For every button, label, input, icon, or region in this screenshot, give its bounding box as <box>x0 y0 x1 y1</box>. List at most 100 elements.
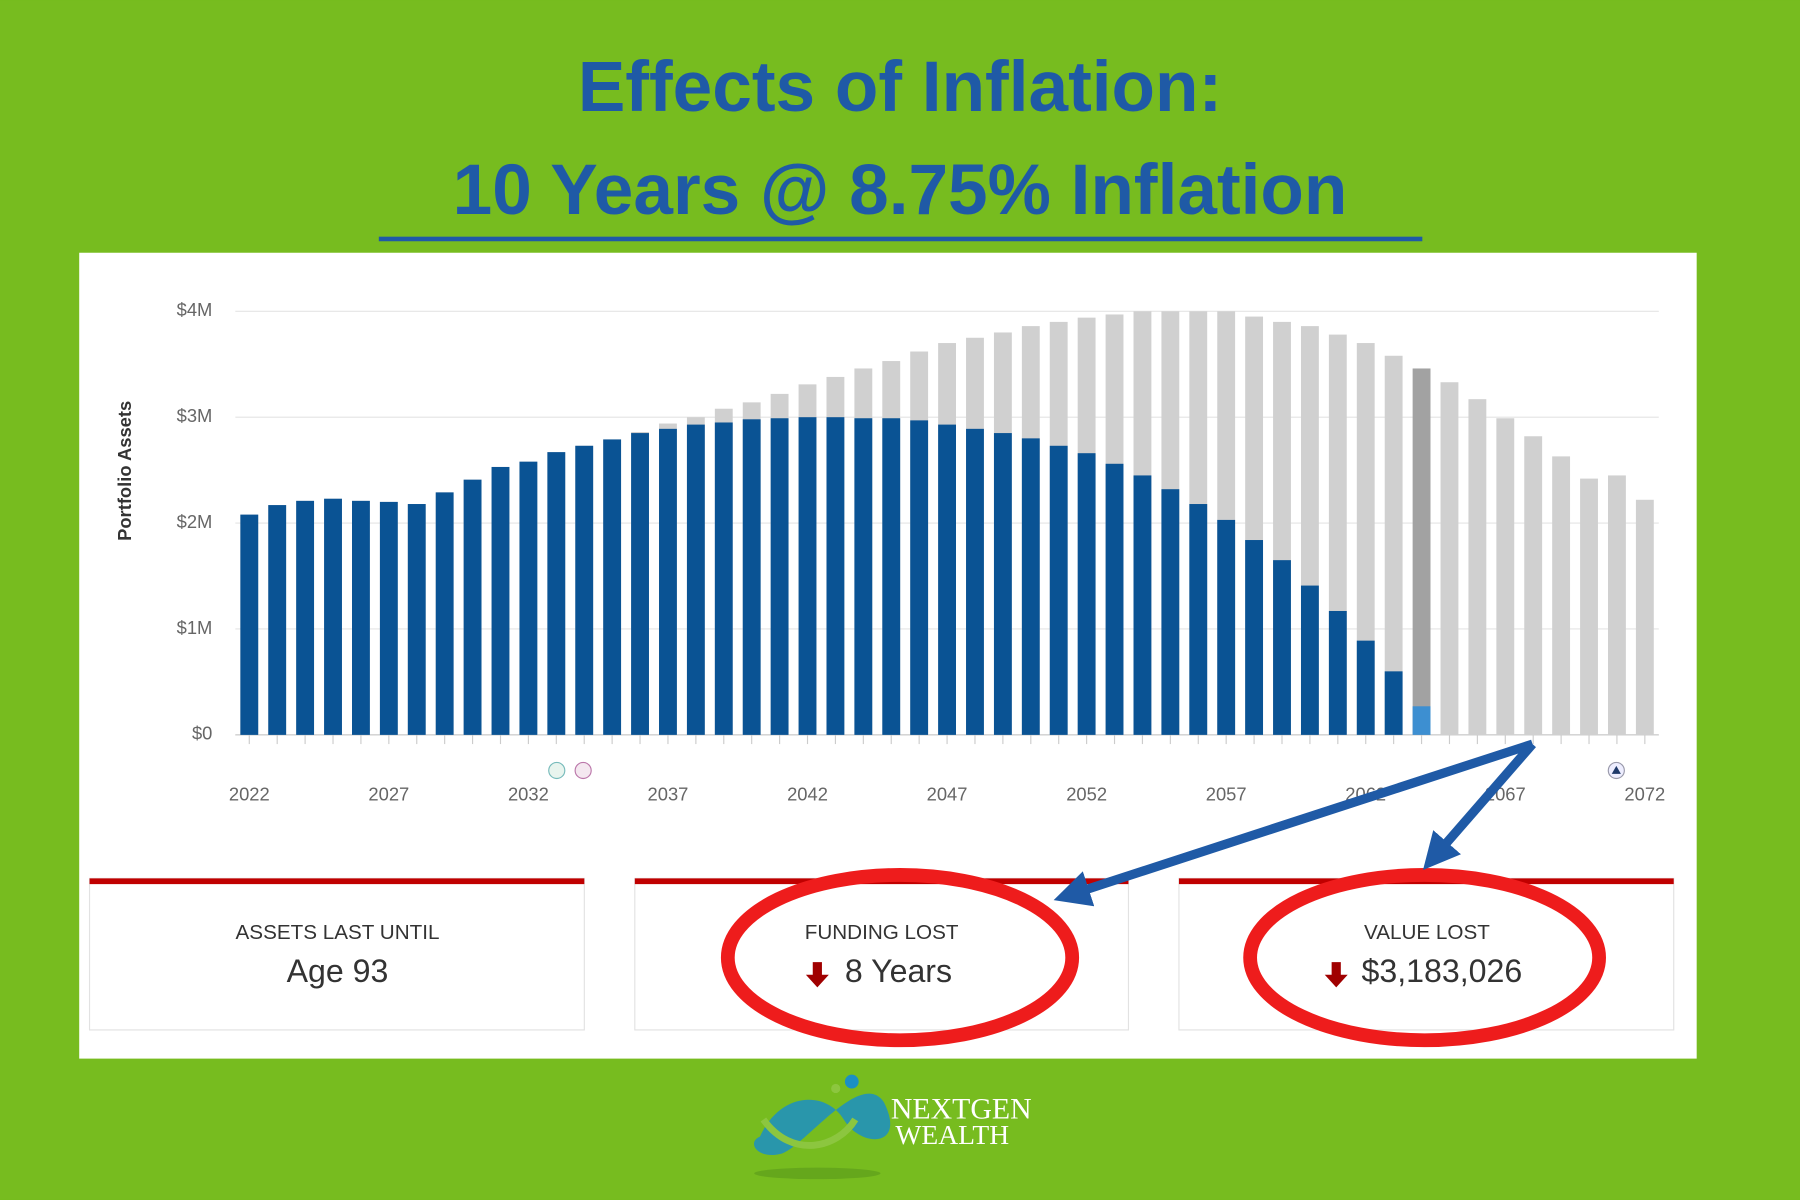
card-box <box>88 877 585 1031</box>
bar <box>1133 475 1152 735</box>
card: ASSETS LAST UNTIL Age 93 <box>88 877 585 1031</box>
bar <box>547 452 566 735</box>
x-tick-label: 2022 <box>229 784 270 805</box>
chart: Portfolio Assets $0 $1M $2M $3M $4M 2022 2027 20… <box>114 299 1665 804</box>
bar <box>1273 560 1291 735</box>
y-tick-label: $3M <box>177 405 213 426</box>
pointer-arrow <box>1053 739 1534 907</box>
bar <box>1412 706 1431 735</box>
card-label: FUNDING LOST <box>805 921 959 944</box>
bar <box>1356 343 1375 735</box>
highlight-ellipse <box>720 868 1080 1048</box>
event-icon <box>548 761 566 780</box>
y-tick-label: $4M <box>177 299 213 320</box>
subtitle: 10 Years @ 8.75% Inflation <box>453 151 1348 230</box>
cards: ASSETS LAST UNTIL Age 93 FUNDING LOST 8 … <box>88 877 1675 1031</box>
bar <box>1300 585 1319 735</box>
bar <box>352 500 370 735</box>
card-box <box>1178 877 1675 1031</box>
bar <box>1217 519 1236 735</box>
down-arrow <box>805 962 829 988</box>
card-value: Age 93 <box>287 953 389 989</box>
bar <box>1552 456 1571 735</box>
bar <box>324 498 342 735</box>
bar <box>575 445 594 735</box>
bar <box>993 433 1012 735</box>
event-icon <box>1611 765 1621 774</box>
bar <box>770 418 789 735</box>
bar <box>966 428 984 735</box>
bar <box>1105 463 1124 735</box>
bar <box>1356 640 1375 735</box>
bar <box>882 418 901 735</box>
pointer-arrow <box>1423 741 1536 870</box>
bar <box>1412 368 1431 735</box>
bar <box>1580 478 1598 735</box>
event-icon <box>574 761 592 780</box>
x-tick-label: 2027 <box>368 784 409 805</box>
card: FUNDING LOST 8 Years <box>634 877 1130 1031</box>
title: Effects of Inflation: <box>578 48 1222 127</box>
logo-dot <box>844 1074 859 1089</box>
x-tick-label: 2052 <box>1066 784 1107 805</box>
bar <box>1189 504 1208 735</box>
logo-shadow <box>754 1167 881 1180</box>
y-axis-label: Portfolio Assets <box>114 401 135 541</box>
bar <box>798 417 817 735</box>
y-tick-label: $0 <box>192 723 212 744</box>
x-tick-label: 2047 <box>927 784 968 805</box>
x-tick-label: 2037 <box>648 784 689 805</box>
bar <box>1440 382 1459 735</box>
logo-dot <box>831 1083 841 1094</box>
logo: NEXTGEN WEALTH <box>753 1074 1032 1180</box>
card-label: ASSETS LAST UNTIL <box>236 921 440 944</box>
bar <box>491 466 510 735</box>
bar <box>1021 438 1040 735</box>
card-label: VALUE LOST <box>1364 921 1490 944</box>
x-tick-label: 2042 <box>787 784 828 805</box>
bar <box>1608 475 1626 735</box>
bar <box>938 424 956 735</box>
underline <box>378 236 1423 242</box>
card-bar <box>89 878 585 885</box>
bar <box>1384 355 1403 735</box>
bar <box>1328 610 1347 735</box>
logo-mark <box>760 1117 859 1149</box>
x-tick-label: 2072 <box>1624 784 1665 805</box>
bar <box>1077 453 1096 735</box>
bar <box>1496 418 1515 735</box>
card: VALUE LOST $3,183,026 <box>1178 877 1675 1031</box>
bar <box>1245 540 1264 735</box>
y-tick-label: $2M <box>177 511 213 532</box>
bar <box>603 439 622 735</box>
bar <box>268 505 287 735</box>
bar <box>910 420 929 735</box>
bar <box>659 428 677 735</box>
bar <box>435 492 454 735</box>
logo-text: WEALTH <box>895 1119 1009 1150</box>
x-tick-label: 2032 <box>508 784 549 805</box>
logo-text: NEXTGEN <box>891 1092 1032 1125</box>
highlight-ellipse <box>1243 868 1606 1048</box>
bar <box>826 417 845 735</box>
bar <box>714 422 733 735</box>
bar <box>1468 399 1487 735</box>
bar <box>463 479 482 735</box>
bar <box>854 418 873 735</box>
bar <box>1635 499 1654 735</box>
bar <box>686 424 705 735</box>
y-tick-label: $1M <box>177 617 213 638</box>
bar <box>1384 671 1403 735</box>
bar <box>240 514 259 735</box>
bar <box>742 419 761 735</box>
card-value: 8 Years <box>845 953 952 989</box>
bar <box>379 501 398 735</box>
bar <box>407 504 426 735</box>
x-tick-label: 2057 <box>1206 784 1247 805</box>
bar <box>1161 489 1180 735</box>
bar <box>519 461 538 735</box>
card-value: $3,183,026 <box>1361 953 1522 989</box>
bar <box>296 500 315 735</box>
bar <box>631 433 649 735</box>
bar <box>1049 445 1068 735</box>
